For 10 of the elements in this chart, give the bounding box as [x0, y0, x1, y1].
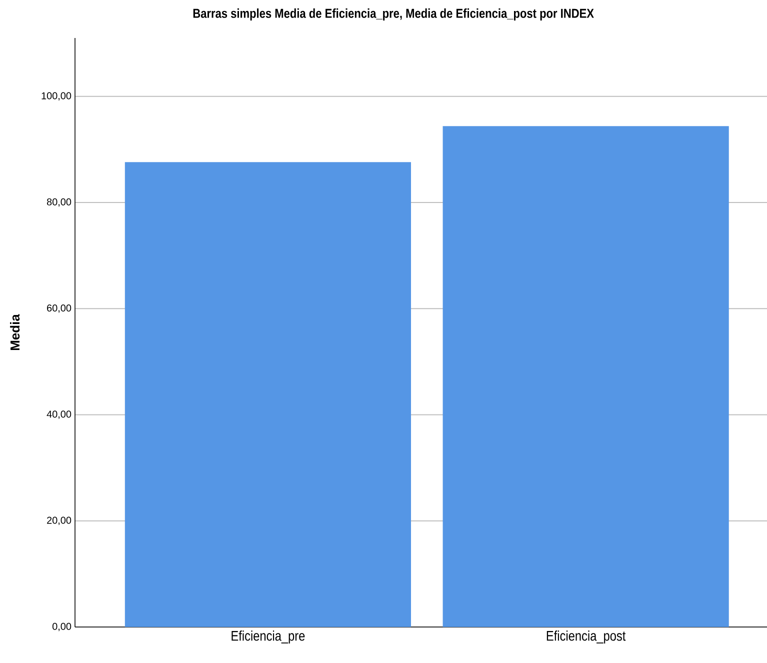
chart-title: Barras simples Media de Eficiencia_pre, Media de Eficiencia_post por INDEX — [193, 8, 594, 20]
y-tick-label: 0,00 — [52, 622, 72, 632]
y-axis-title: Media — [10, 314, 20, 350]
y-tick-label: 80,00 — [46, 198, 72, 207]
y-tick-label: 20,00 — [47, 516, 72, 525]
y-tick-label: 40,00 — [46, 410, 72, 419]
x-tick-label: Eficiencia_post — [546, 630, 626, 644]
y-tick-label: 60,00 — [47, 304, 72, 313]
y-tick-label: 100,00 — [42, 92, 72, 100]
x-tick-label: Eficiencia_pre — [232, 630, 305, 644]
